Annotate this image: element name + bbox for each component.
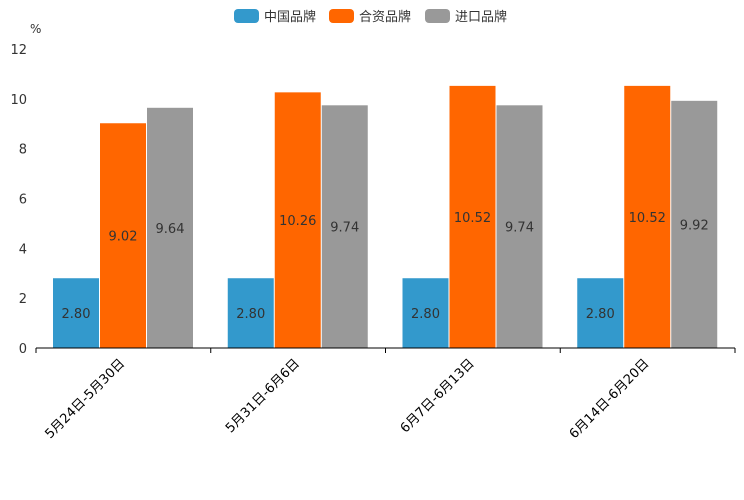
x-axis: 5月24日-5月30日 5月31日-6月6日 6月7日-6月13日 6月14日-6月2… bbox=[35, 347, 736, 442]
data-label: 2.80 bbox=[586, 307, 615, 322]
data-label: 2.80 bbox=[411, 307, 440, 322]
data-label: 9.02 bbox=[109, 230, 138, 245]
y-tick-label: 8 bbox=[19, 143, 27, 158]
legend-item[interactable]: 中国品牌 bbox=[234, 9, 316, 25]
y-tick-label: 6 bbox=[19, 193, 27, 208]
legend-label: 中国品牌 bbox=[264, 9, 316, 25]
legend-label: 合资品牌 bbox=[359, 9, 411, 25]
legend: 中国品牌 合资品牌 进口品牌 bbox=[234, 9, 507, 25]
legend-swatch bbox=[425, 9, 450, 23]
y-unit-label: % bbox=[30, 22, 41, 36]
x-category-label: 6月7日-6月13日 bbox=[398, 356, 478, 436]
bar bbox=[53, 278, 99, 348]
bar bbox=[671, 100, 718, 349]
data-label: 9.74 bbox=[505, 221, 534, 236]
bar bbox=[147, 107, 193, 348]
bar bbox=[577, 278, 624, 348]
legend-swatch bbox=[234, 9, 259, 23]
y-tick-label: 2 bbox=[19, 292, 27, 307]
x-category-label: 5月31日-6月6日 bbox=[223, 356, 303, 436]
y-tick-label: 10 bbox=[10, 93, 27, 108]
legend-swatch bbox=[329, 9, 354, 23]
data-label: 2.80 bbox=[62, 307, 91, 322]
legend-item[interactable]: 进口品牌 bbox=[425, 9, 507, 25]
x-category-label: 5月24日-5月30日 bbox=[42, 356, 128, 442]
data-label: 10.52 bbox=[454, 211, 491, 226]
bars: 2.80 9.02 9.64 2.80 10.26 9.74 2.80 10.52 9.74 2.… bbox=[53, 85, 718, 349]
y-axis: 0 2 4 6 8 10 12 bbox=[10, 43, 27, 357]
legend-item[interactable]: 合资品牌 bbox=[329, 9, 411, 25]
bar bbox=[496, 105, 543, 348]
bar bbox=[402, 278, 449, 348]
bar bbox=[227, 278, 274, 348]
data-label: 2.80 bbox=[236, 307, 265, 322]
bar bbox=[321, 105, 368, 348]
legend-label: 进口品牌 bbox=[455, 9, 507, 25]
x-category-label: 6月14日-6月20日 bbox=[567, 356, 653, 442]
data-label: 9.92 bbox=[680, 218, 709, 233]
data-label: 10.52 bbox=[629, 211, 666, 226]
y-tick-label: 12 bbox=[10, 43, 27, 58]
bar bbox=[274, 92, 321, 348]
y-tick-label: 0 bbox=[19, 342, 27, 357]
bar bbox=[100, 123, 146, 348]
data-label: 9.64 bbox=[156, 222, 185, 237]
data-label: 10.26 bbox=[279, 214, 316, 229]
y-tick-label: 4 bbox=[19, 242, 27, 257]
bar bbox=[449, 85, 496, 349]
data-label: 9.74 bbox=[330, 221, 359, 236]
bar bbox=[624, 85, 671, 349]
